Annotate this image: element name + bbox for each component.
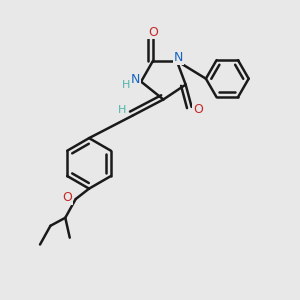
Text: O: O [193, 103, 203, 116]
Text: O: O [148, 26, 158, 38]
Text: N: N [131, 73, 140, 86]
Text: H: H [122, 80, 130, 90]
Text: N: N [173, 51, 183, 64]
Text: O: O [62, 191, 72, 204]
Text: H: H [118, 105, 126, 115]
